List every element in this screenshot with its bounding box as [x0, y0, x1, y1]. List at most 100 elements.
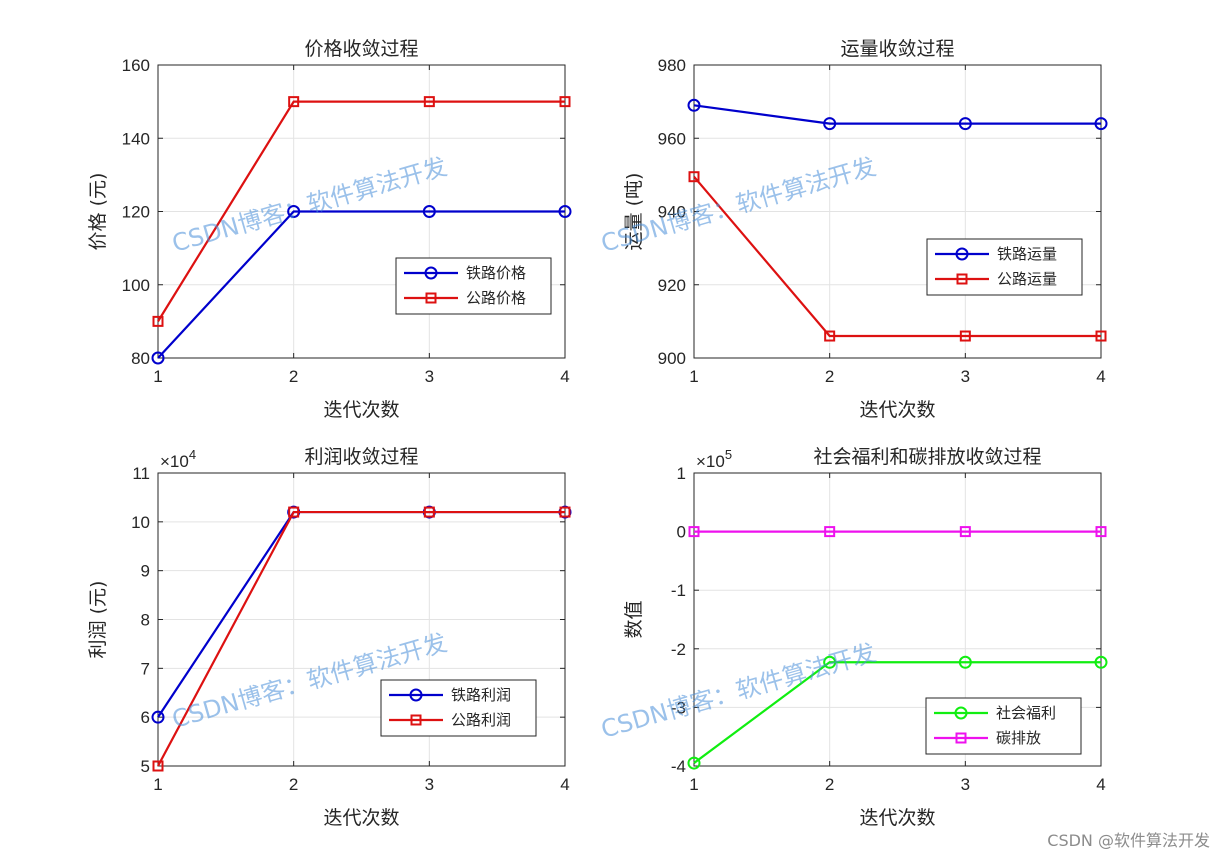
legend-box	[380, 679, 537, 737]
y-tick-label: 900	[658, 349, 686, 368]
y-axis-label: 利润 (元)	[87, 581, 109, 659]
x-tick-label: 3	[961, 775, 970, 794]
x-tick-label: 1	[689, 775, 698, 794]
y-tick-label: -1	[671, 581, 686, 600]
x-tick-label: 2	[825, 367, 834, 386]
y-tick-label: 8	[141, 611, 150, 630]
legend-marker	[425, 292, 437, 304]
data-point	[688, 171, 700, 183]
legend-marker	[956, 273, 968, 285]
x-tick-label: 2	[825, 775, 834, 794]
data-point	[1094, 655, 1108, 669]
data-point	[151, 710, 165, 724]
y-tick-label: 960	[658, 129, 686, 148]
data-point	[1095, 526, 1107, 538]
y-tick-label: 9	[141, 562, 150, 581]
data-point	[959, 526, 971, 538]
x-tick-label: 1	[153, 775, 162, 794]
x-axis-label: 迭代次数	[323, 807, 399, 829]
x-axis-label: 迭代次数	[323, 399, 399, 421]
y-tick-label: -3	[671, 698, 686, 717]
legend-entry: 铁路价格	[466, 264, 526, 282]
y-tick-label: 7	[141, 659, 150, 678]
data-point	[1094, 117, 1108, 131]
data-point	[958, 655, 972, 669]
y-tick-label: 6	[141, 708, 150, 727]
data-point	[823, 117, 837, 131]
y-tick-label: 100	[122, 276, 150, 295]
y-tick-label: 120	[122, 203, 150, 222]
x-tick-label: 3	[961, 367, 970, 386]
x-axis-label: 迭代次数	[859, 399, 935, 421]
data-point	[687, 756, 701, 770]
series-line	[693, 661, 1101, 764]
data-point	[823, 655, 837, 669]
legend-entry: 铁路利润	[451, 686, 511, 704]
data-point	[687, 98, 701, 112]
data-point	[288, 96, 300, 108]
legend-box	[395, 257, 552, 315]
series-line	[157, 210, 565, 359]
y-tick-label: 1	[677, 464, 686, 483]
y-tick-label: 940	[658, 203, 686, 222]
x-tick-label: 4	[560, 775, 569, 794]
data-point	[1095, 330, 1107, 342]
y-exponent-label: ×104	[160, 447, 196, 471]
y-axis-label: 价格 (元)	[87, 173, 109, 251]
y-tick-label: 11	[132, 464, 150, 483]
chart-title: 社会福利和碳排放收敛过程	[813, 446, 1041, 468]
data-point	[688, 526, 700, 538]
legend-marker	[955, 732, 967, 744]
credit-text: CSDN @软件算法开发	[1047, 831, 1210, 850]
x-tick-label: 3	[425, 367, 434, 386]
legend-entry: 公路运量	[997, 270, 1057, 288]
series-line	[157, 510, 565, 767]
series-line	[693, 175, 1101, 338]
y-tick-label: 80	[131, 349, 150, 368]
x-tick-label: 2	[289, 367, 298, 386]
data-point	[558, 205, 572, 218]
legend-marker	[954, 706, 968, 720]
series-line	[157, 100, 565, 322]
series-2	[152, 96, 571, 327]
y-exponent-value: 5	[725, 447, 732, 462]
x-tick-label: 1	[689, 367, 698, 386]
series-1	[687, 655, 1108, 770]
x-axis-label: 迭代次数	[859, 807, 935, 829]
data-point	[152, 760, 164, 772]
y-tick-label: 980	[658, 56, 686, 75]
data-point	[959, 330, 971, 342]
legend-entry: 公路价格	[466, 289, 526, 307]
y-tick-label: -4	[671, 757, 686, 776]
legend-entry: 碳排放	[996, 729, 1041, 747]
y-tick-label: 5	[141, 757, 150, 776]
series-1	[151, 205, 572, 365]
chart-title: 价格收敛过程	[304, 38, 418, 60]
x-tick-label: 4	[1096, 775, 1105, 794]
series-2	[152, 506, 571, 772]
x-tick-label: 1	[153, 367, 162, 386]
data-point	[423, 506, 435, 518]
chart-title: 利润收敛过程	[304, 446, 418, 468]
legend-box	[926, 238, 1083, 296]
data-point	[824, 330, 836, 342]
y-axis-label: 运量 (吨)	[623, 173, 645, 251]
legend-box	[925, 697, 1082, 755]
y-tick-label: 0	[677, 523, 686, 542]
series-1	[687, 98, 1108, 131]
data-point	[958, 117, 972, 131]
series-line	[693, 104, 1101, 125]
legend-entry: 公路利润	[451, 711, 511, 729]
data-point	[287, 205, 301, 218]
series-2	[688, 526, 1107, 538]
data-point	[559, 506, 571, 518]
x-tick-label: 3	[425, 775, 434, 794]
series-2	[688, 171, 1107, 342]
x-tick-label: 4	[560, 367, 569, 386]
legend-marker	[409, 688, 423, 702]
